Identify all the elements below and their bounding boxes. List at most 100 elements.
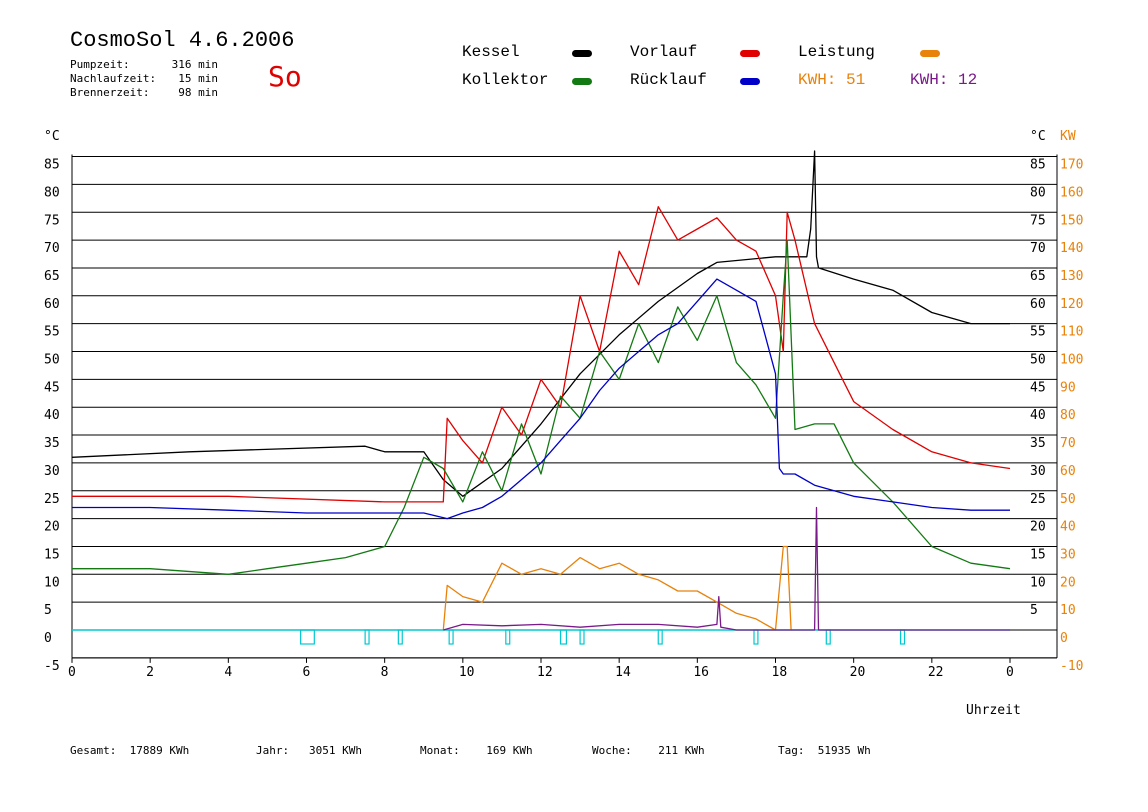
footer-gesamt: Gesamt: 17889 KWh: [70, 744, 189, 757]
legend-vorlauf-swatch: [740, 50, 760, 57]
y-tick-label-left: 60: [44, 297, 60, 312]
y-tick-label-right: 80: [1030, 185, 1046, 200]
footer-value: 17889 KWh: [129, 744, 190, 757]
pump-pulse: [899, 629, 906, 645]
legend-ruecklauf-swatch: [740, 78, 760, 85]
pump-pulse: [579, 629, 585, 645]
y-tick-label-right: 15: [1030, 547, 1046, 562]
y-tick-label-right: 70: [1030, 241, 1046, 256]
x-tick-label: 12: [537, 665, 553, 680]
y-tick-label-right: 5: [1030, 603, 1038, 618]
footer-monat: Monat: 169 KWh: [420, 744, 533, 757]
info-label: Brennerzeit:: [70, 86, 150, 99]
legend-kessel: Kessel: [462, 43, 520, 61]
y-tick-label-left: 65: [44, 269, 60, 284]
info-value: 15 min: [178, 72, 218, 85]
y-tick-label-left: 10: [44, 575, 60, 590]
info-label: Nachlaufzeit:: [70, 72, 157, 85]
y-tick-label-right: 65: [1030, 269, 1046, 284]
legend-ruecklauf: Rücklauf: [630, 71, 707, 89]
kwh-leistung: KWH: 51: [798, 71, 866, 89]
pump-pulse: [657, 629, 663, 645]
y-tick-label-right: 50: [1030, 353, 1046, 368]
y-tick-label-kw: 80: [1060, 408, 1076, 423]
y-tick-label-kw: 60: [1060, 464, 1076, 479]
x-tick-label: 4: [224, 665, 232, 680]
info-brennerzeit: Brennerzeit: 98 min: [70, 86, 218, 99]
legend-leistung-swatch: [920, 50, 940, 57]
y-tick-label-left: 15: [44, 547, 60, 562]
footer-woche: Woche: 211 KWh: [592, 744, 705, 757]
y-tick-label-kw: 100: [1060, 353, 1083, 368]
y-tick-label-right: 45: [1030, 380, 1046, 395]
footer-label: Monat:: [420, 744, 460, 757]
footer-value: 169 KWh: [486, 744, 533, 757]
y-tick-label-right: 60: [1030, 297, 1046, 312]
x-tick-label: 6: [303, 665, 311, 680]
kwh-second: KWH: 12: [910, 71, 978, 89]
y-tick-label-left: 45: [44, 380, 60, 395]
legend-leistung: Leistung: [798, 43, 875, 61]
legend-kollektor-swatch: [572, 78, 592, 85]
series-line-kessel: [71, 150, 1010, 497]
footer-label: Tag:: [778, 744, 805, 757]
pump-pulse: [559, 629, 568, 645]
y-tick-label-kw: 20: [1060, 575, 1076, 590]
y-tick-label-kw: 70: [1060, 436, 1076, 451]
x-tick-label: 10: [459, 665, 475, 680]
x-tick-label: 20: [850, 665, 866, 680]
legend-kessel-swatch: [572, 50, 592, 57]
y-tick-label-kw: 90: [1060, 380, 1076, 395]
y-tick-label-right: 55: [1030, 325, 1046, 340]
footer-jahr: Jahr: 3051 KWh: [256, 744, 362, 757]
footer-value: 211 KWh: [658, 744, 705, 757]
pump-pulse: [825, 629, 831, 645]
info-label: Pumpzeit:: [70, 58, 130, 71]
day-label: So: [268, 60, 302, 93]
y-axis-label-right: °C: [1030, 129, 1046, 144]
footer-label: Gesamt:: [70, 744, 117, 757]
y-tick-label-left: 40: [44, 408, 60, 423]
y-tick-label-kw: 170: [1060, 158, 1083, 173]
x-tick-label: 8: [381, 665, 389, 680]
info-value: 98 min: [178, 86, 218, 99]
series-line-kwh2: [443, 506, 1010, 631]
x-tick-label: 14: [615, 665, 631, 680]
y-tick-label-kw: 50: [1060, 492, 1076, 507]
y-tick-label-right: 20: [1030, 520, 1046, 535]
y-tick-label-left: 25: [44, 492, 60, 507]
x-tick-label: 16: [693, 665, 709, 680]
pump-pulse: [300, 629, 315, 645]
x-tick-label: 0: [1006, 665, 1014, 680]
y-tick-label-kw: 40: [1060, 520, 1076, 535]
y-tick-label-right: 40: [1030, 408, 1046, 423]
pump-pulse: [397, 629, 403, 645]
y-tick-label-left: -5: [44, 659, 60, 674]
y-tick-label-right: 75: [1030, 213, 1046, 228]
y-tick-label-kw: 0: [1060, 631, 1068, 646]
y-axis-label-kw: KW: [1060, 129, 1076, 144]
x-tick-label: 2: [146, 665, 154, 680]
y-tick-label-left: 55: [44, 325, 60, 340]
y-tick-label-left: 0: [44, 631, 52, 646]
pump-pulse: [753, 629, 759, 645]
y-tick-label-right: 85: [1030, 158, 1046, 173]
y-tick-label-left: 35: [44, 436, 60, 451]
info-nachlaufzeit: Nachlaufzeit: 15 min: [70, 72, 218, 85]
y-tick-label-kw: 30: [1060, 547, 1076, 562]
x-axis-label: Uhrzeit: [966, 703, 1021, 718]
y-tick-label-left: 30: [44, 464, 60, 479]
y-tick-label-kw: 110: [1060, 325, 1083, 340]
y-tick-label-kw: 120: [1060, 297, 1083, 312]
y-tick-label-kw: 10: [1060, 603, 1076, 618]
footer-label: Woche:: [592, 744, 632, 757]
y-tick-label-left: 50: [44, 353, 60, 368]
series-line-kollektor: [72, 239, 1011, 575]
x-tick-label: 22: [928, 665, 944, 680]
series-line-rcklauf: [72, 278, 1010, 520]
y-tick-label-right: 10: [1030, 575, 1046, 590]
legend-vorlauf: Vorlauf: [630, 43, 698, 61]
y-tick-label-left: 20: [44, 520, 60, 535]
y-tick-label-kw: 130: [1060, 269, 1083, 284]
